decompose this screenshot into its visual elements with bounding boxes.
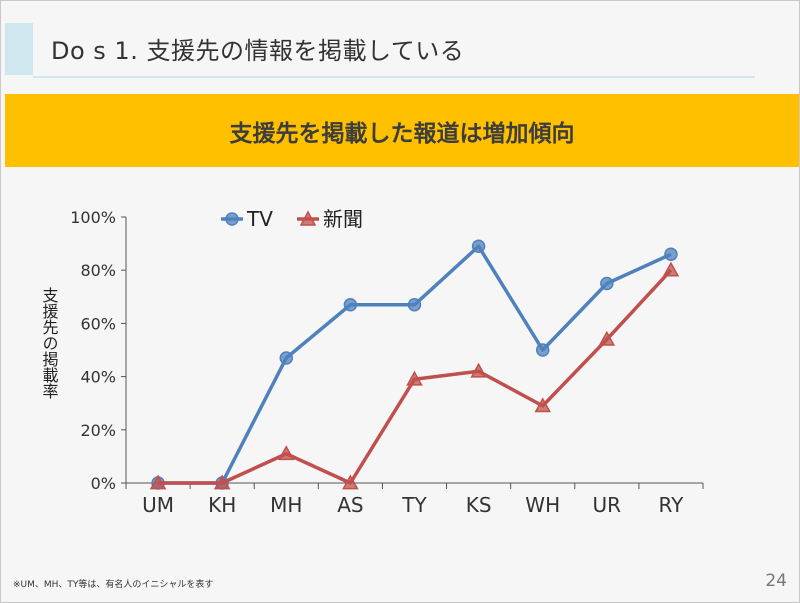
legend-label-tv: TV [246, 207, 273, 231]
data-point-tv [343, 298, 358, 312]
slide-title: Do s 1. 支援先の情報を掲載している [51, 37, 465, 65]
data-point-newspaper [470, 362, 487, 378]
headline-banner: 支援先を掲載した報道は増加傾向 [5, 94, 799, 167]
y-tick-label: 60% [80, 314, 116, 333]
x-tick-label: UR [593, 493, 622, 517]
x-tick-label: KH [208, 493, 236, 517]
data-point-tv [407, 298, 422, 312]
y-tick-label: 0% [91, 474, 116, 493]
header-divider [33, 76, 755, 78]
x-tick-label: TY [401, 493, 427, 517]
headline-text: 支援先を掲載した報道は増加傾向 [229, 120, 575, 147]
series-line-tv [158, 244, 672, 485]
x-tick-label: AS [337, 493, 363, 517]
data-point-newspaper [662, 261, 680, 277]
data-point-tv [471, 239, 486, 254]
data-point-newspaper [213, 474, 231, 490]
x-tick-label: RY [659, 493, 685, 517]
x-tick-label: MH [270, 493, 302, 517]
y-tick-label: 80% [80, 261, 116, 280]
data-point-tv [279, 351, 294, 365]
x-tick-label: UM [142, 493, 174, 517]
page-number: 24 [765, 571, 787, 591]
data-point-tv [664, 247, 678, 261]
y-axis-label: 支援先の掲載率 [40, 287, 59, 399]
y-tick-label: 40% [80, 368, 116, 387]
legend-marker-newspaper [299, 210, 317, 226]
line-chart: 0% 20% 40% 60% 80% 100% UM KH MH AS TY KS WH UR RY 支援先の… [40, 207, 704, 517]
y-tick-label: 100% [70, 208, 116, 227]
x-tick-label: WH [525, 493, 560, 517]
x-tick-label: KS [466, 493, 492, 517]
y-tick-label: 20% [80, 421, 116, 440]
footnote: ※UM、MH、TY等は、有名人のイニシャルを表す [13, 580, 214, 590]
data-point-tv [535, 343, 550, 357]
data-point-tv [600, 276, 614, 291]
data-point-newspaper [406, 370, 423, 386]
data-point-newspaper [598, 330, 616, 346]
header-accent-bar [5, 23, 33, 75]
legend-marker-tv [225, 212, 239, 226]
chart-container: 0% 20% 40% 60% 80% 100% UM KH MH AS TY KS WH UR RY 支援先の… [1, 191, 800, 531]
legend-label-newspaper: 新聞 [323, 207, 363, 231]
data-point-newspaper [278, 445, 295, 461]
data-point-newspaper [534, 397, 551, 413]
data-point-newspaper [149, 474, 167, 490]
data-point-newspaper [342, 474, 359, 490]
